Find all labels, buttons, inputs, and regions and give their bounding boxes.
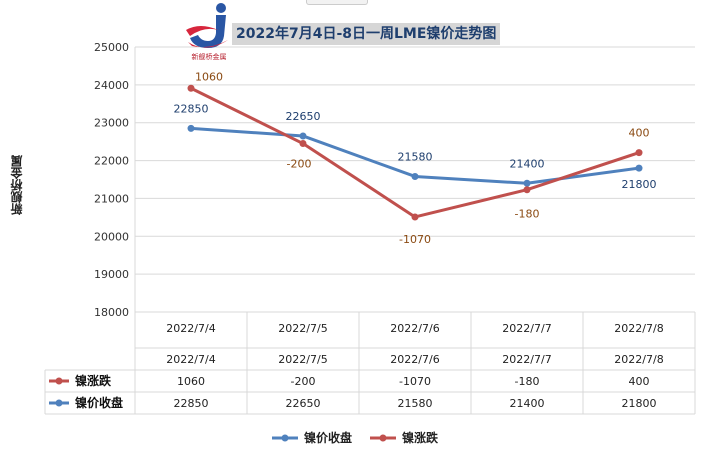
table-cell: -1070 xyxy=(399,375,431,388)
legend-marker xyxy=(379,434,387,442)
data-point xyxy=(187,84,195,92)
table-legend-marker xyxy=(55,399,63,407)
legend-label: 镍涨跌 xyxy=(402,430,439,445)
table-cell: 21580 xyxy=(398,397,433,410)
data-point xyxy=(299,132,307,140)
data-point xyxy=(411,213,419,221)
table-cell: -200 xyxy=(291,375,316,388)
x-tick-label: 2022/7/6 xyxy=(390,322,439,335)
legend-marker xyxy=(281,434,289,442)
data-label: -180 xyxy=(515,208,540,221)
data-label: -1070 xyxy=(399,233,431,246)
table-header-cell: 2022/7/7 xyxy=(502,353,551,366)
table-legend-marker xyxy=(55,377,63,385)
chart-title: 2022年7月4日-8日一周LME镍价走势图 xyxy=(232,23,501,45)
y-tick-label: 23000 xyxy=(94,117,129,130)
y-tick-label: 24000 xyxy=(94,79,129,92)
y-tick-label: 25000 xyxy=(94,41,129,54)
y-axis-label: 新舰桥金属 xyxy=(10,155,24,215)
y-tick-label: 22000 xyxy=(94,155,129,168)
table-cell: 1060 xyxy=(177,375,205,388)
table-cell: 21400 xyxy=(510,397,545,410)
table-header-cell: 2022/7/5 xyxy=(278,353,327,366)
data-point xyxy=(523,179,531,187)
legend-label: 镍价收盘 xyxy=(304,430,352,445)
y-tick-label: 18000 xyxy=(94,306,129,319)
table-header-cell: 2022/7/8 xyxy=(614,353,663,366)
data-label: 1060 xyxy=(195,70,223,83)
y-tick-label: 21000 xyxy=(94,192,129,205)
y-tick-label: 20000 xyxy=(94,230,129,243)
x-tick-label: 2022/7/5 xyxy=(278,322,327,335)
window-handle[interactable] xyxy=(306,0,368,5)
table-row-name: 镍价收盘 xyxy=(75,395,123,410)
data-label: 22850 xyxy=(174,102,209,115)
table-cell: 22650 xyxy=(286,397,321,410)
table-header-cell: 2022/7/4 xyxy=(166,353,215,366)
logo-text: 新舰桥金属 xyxy=(191,53,227,61)
company-logo xyxy=(182,2,236,64)
data-point xyxy=(299,140,307,148)
data-label: 21800 xyxy=(622,178,657,191)
data-label: 22650 xyxy=(286,110,321,123)
data-point xyxy=(523,186,531,194)
data-label: 21400 xyxy=(510,157,545,170)
table-cell: 400 xyxy=(629,375,650,388)
data-label: 400 xyxy=(629,127,650,140)
table-cell: 21800 xyxy=(622,397,657,410)
table-header-cell: 2022/7/6 xyxy=(390,353,439,366)
table-cell: 22850 xyxy=(174,397,209,410)
table-cell: -180 xyxy=(515,375,540,388)
data-label: -200 xyxy=(287,158,312,171)
data-label: 21580 xyxy=(398,150,433,163)
x-tick-label: 2022/7/7 xyxy=(502,322,551,335)
data-point xyxy=(411,172,419,180)
table-row-name: 镍涨跌 xyxy=(75,373,112,388)
data-point xyxy=(635,164,643,172)
data-point xyxy=(635,149,643,157)
data-point xyxy=(187,124,195,132)
y-tick-label: 19000 xyxy=(94,268,129,281)
x-tick-label: 2022/7/4 xyxy=(166,322,215,335)
x-tick-label: 2022/7/8 xyxy=(614,322,663,335)
